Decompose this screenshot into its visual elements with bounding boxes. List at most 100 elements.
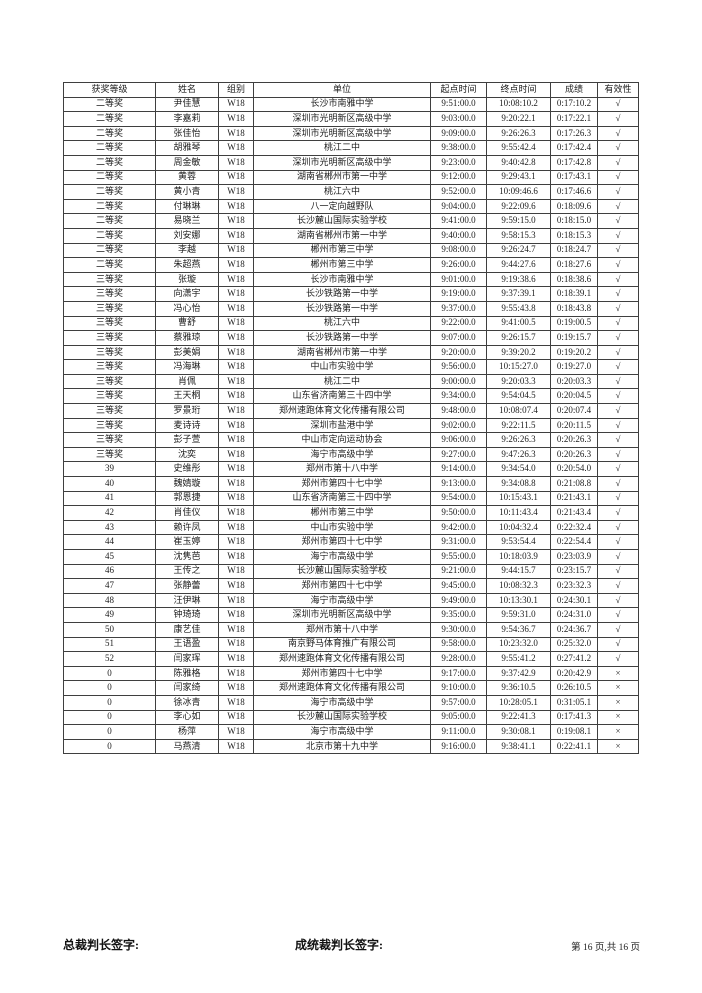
cell-finish-time: 9:19:38.6 xyxy=(486,271,551,288)
cell-start-time: 9:48:00.0 xyxy=(430,403,487,419)
cell-finish-time: 9:47:26.3 xyxy=(486,446,551,463)
cell-validity: √ xyxy=(597,592,639,609)
table-row: 三等奖 麦诗诗 W18 深圳市盐港中学 9:02:00.0 9:22:11.5 0:20:1… xyxy=(63,417,639,434)
cell-finish-time: 10:15:43.1 xyxy=(486,490,551,507)
cell-finish-time: 9:30:08.1 xyxy=(486,724,551,740)
cell-start-time: 9:50:00.0 xyxy=(430,505,487,521)
cell-name: 闫家绮 xyxy=(155,680,219,696)
cell-name: 李越 xyxy=(155,242,219,259)
cell-name: 尹佳慧 xyxy=(155,96,219,113)
cell-group: W18 xyxy=(218,549,254,565)
cell-unit: 湖南省郴州市第一中学 xyxy=(253,227,431,244)
cell-result: 0:22:41.1 xyxy=(550,738,598,755)
cell-award: 二等奖 xyxy=(63,125,156,142)
cell-start-time: 9:12:00.0 xyxy=(430,169,487,186)
cell-start-time: 9:09:00.0 xyxy=(430,125,487,142)
cell-validity: √ xyxy=(597,257,639,273)
cell-result: 0:20:26.3 xyxy=(550,432,598,448)
cell-result: 0:18:24.7 xyxy=(550,242,598,259)
cell-finish-time: 10:13:30.1 xyxy=(486,592,551,609)
table-header-row: 获奖等级 姓名 组别 单位 起点时间 终点时间 成绩 有效性 xyxy=(63,82,639,98)
cell-start-time: 9:34:00.0 xyxy=(430,388,487,405)
cell-unit: 郑州市第十八中学 xyxy=(253,621,431,638)
cell-group: W18 xyxy=(218,651,254,667)
cell-unit: 郴州市第三中学 xyxy=(253,505,431,521)
cell-finish-time: 9:53:54.4 xyxy=(486,534,551,550)
cell-result: 0:19:20.2 xyxy=(550,344,598,361)
cell-award: 42 xyxy=(63,505,156,521)
cell-award: 三等奖 xyxy=(63,403,156,419)
cell-start-time: 9:17:00.0 xyxy=(430,665,487,682)
table-row: 二等奖 胡雅琴 W18 桃江二中 9:38:00.0 9:55:42.4 0:17:42.4… xyxy=(63,140,639,156)
cell-group: W18 xyxy=(218,169,254,186)
cell-group: W18 xyxy=(218,417,254,434)
cell-group: W18 xyxy=(218,198,254,215)
cell-start-time: 9:07:00.0 xyxy=(430,330,487,346)
cell-validity: √ xyxy=(597,417,639,434)
cell-result: 0:22:54.4 xyxy=(550,534,598,550)
cell-unit: 八一定向越野队 xyxy=(253,198,431,215)
cell-finish-time: 9:55:41.2 xyxy=(486,651,551,667)
cell-award: 39 xyxy=(63,461,156,478)
cell-unit: 海宁市高级中学 xyxy=(253,592,431,609)
cell-result: 0:18:15.3 xyxy=(550,227,598,244)
cell-unit: 长沙铁路第一中学 xyxy=(253,300,431,317)
cell-start-time: 9:30:00.0 xyxy=(430,621,487,638)
cell-name: 刘安娜 xyxy=(155,227,219,244)
cell-name: 曹舒 xyxy=(155,315,219,332)
table-row: 45 沈隽芭 W18 海宁市高级中学 9:55:00.0 10:18:03.9 0:23:0… xyxy=(63,549,639,565)
cell-name: 闫家珲 xyxy=(155,651,219,667)
cell-result: 0:20:11.5 xyxy=(550,417,598,434)
cell-name: 肖佳仪 xyxy=(155,505,219,521)
cell-result: 0:24:36.7 xyxy=(550,621,598,638)
cell-validity: √ xyxy=(597,549,639,565)
cell-finish-time: 9:55:42.4 xyxy=(486,140,551,156)
cell-start-time: 9:20:00.0 xyxy=(430,344,487,361)
cell-group: W18 xyxy=(218,125,254,142)
cell-group: W18 xyxy=(218,476,254,492)
cell-start-time: 9:08:00.0 xyxy=(430,242,487,259)
cell-result: 0:17:43.1 xyxy=(550,169,598,186)
cell-validity: √ xyxy=(597,373,639,390)
cell-result: 0:17:26.3 xyxy=(550,125,598,142)
cell-finish-time: 9:29:43.1 xyxy=(486,169,551,186)
cell-group: W18 xyxy=(218,373,254,390)
table-row: 三等奖 冯海琳 W18 中山市实验中学 9:56:00.0 10:15:27.0 0:19:… xyxy=(63,359,639,375)
cell-award: 41 xyxy=(63,490,156,507)
cell-award: 二等奖 xyxy=(63,111,156,127)
cell-award: 0 xyxy=(63,709,156,726)
cell-finish-time: 10:04:32.4 xyxy=(486,519,551,536)
cell-finish-time: 9:40:42.8 xyxy=(486,154,551,171)
cell-name: 赖许凤 xyxy=(155,519,219,536)
cell-unit: 深圳市盐港中学 xyxy=(253,417,431,434)
cell-group: W18 xyxy=(218,694,254,711)
cell-validity: √ xyxy=(597,359,639,375)
cell-validity: × xyxy=(597,738,639,755)
cell-finish-time: 9:59:15.0 xyxy=(486,213,551,229)
cell-result: 0:17:46.6 xyxy=(550,184,598,200)
cell-start-time: 9:31:00.0 xyxy=(430,534,487,550)
cell-unit: 桃江二中 xyxy=(253,373,431,390)
cell-group: W18 xyxy=(218,227,254,244)
cell-start-time: 9:58:00.0 xyxy=(430,636,487,653)
cell-unit: 深圳市光明新区高级中学 xyxy=(253,125,431,142)
cell-result: 0:18:38.6 xyxy=(550,271,598,288)
cell-start-time: 9:01:00.0 xyxy=(430,271,487,288)
cell-group: W18 xyxy=(218,344,254,361)
table-row: 三等奖 向潇宇 W18 长沙铁路第一中学 9:19:00.0 9:37:39.1 0:18:… xyxy=(63,286,639,302)
cell-name: 黄蓉 xyxy=(155,169,219,186)
cell-group: W18 xyxy=(218,154,254,171)
cell-finish-time: 10:08:32.3 xyxy=(486,578,551,594)
cell-validity: √ xyxy=(597,476,639,492)
cell-unit: 中山市定向运动协会 xyxy=(253,432,431,448)
cell-unit: 山东省济南第三十四中学 xyxy=(253,490,431,507)
table-row: 三等奖 蔡雅琼 W18 长沙铁路第一中学 9:07:00.0 9:26:15.7 0:19:… xyxy=(63,330,639,346)
cell-start-time: 9:38:00.0 xyxy=(430,140,487,156)
table-row: 三等奖 罗景珩 W18 郑州速跑体育文化传播有限公司 9:48:00.0 10:08:07… xyxy=(63,403,639,419)
cell-start-time: 9:13:00.0 xyxy=(430,476,487,492)
table-row: 二等奖 易晓兰 W18 长沙麓山国际实验学校 9:41:00.0 9:59:15.0 0:1… xyxy=(63,213,639,229)
cell-group: W18 xyxy=(218,680,254,696)
cell-finish-time: 9:54:04.5 xyxy=(486,388,551,405)
cell-name: 杨萍 xyxy=(155,724,219,740)
cell-award: 0 xyxy=(63,694,156,711)
